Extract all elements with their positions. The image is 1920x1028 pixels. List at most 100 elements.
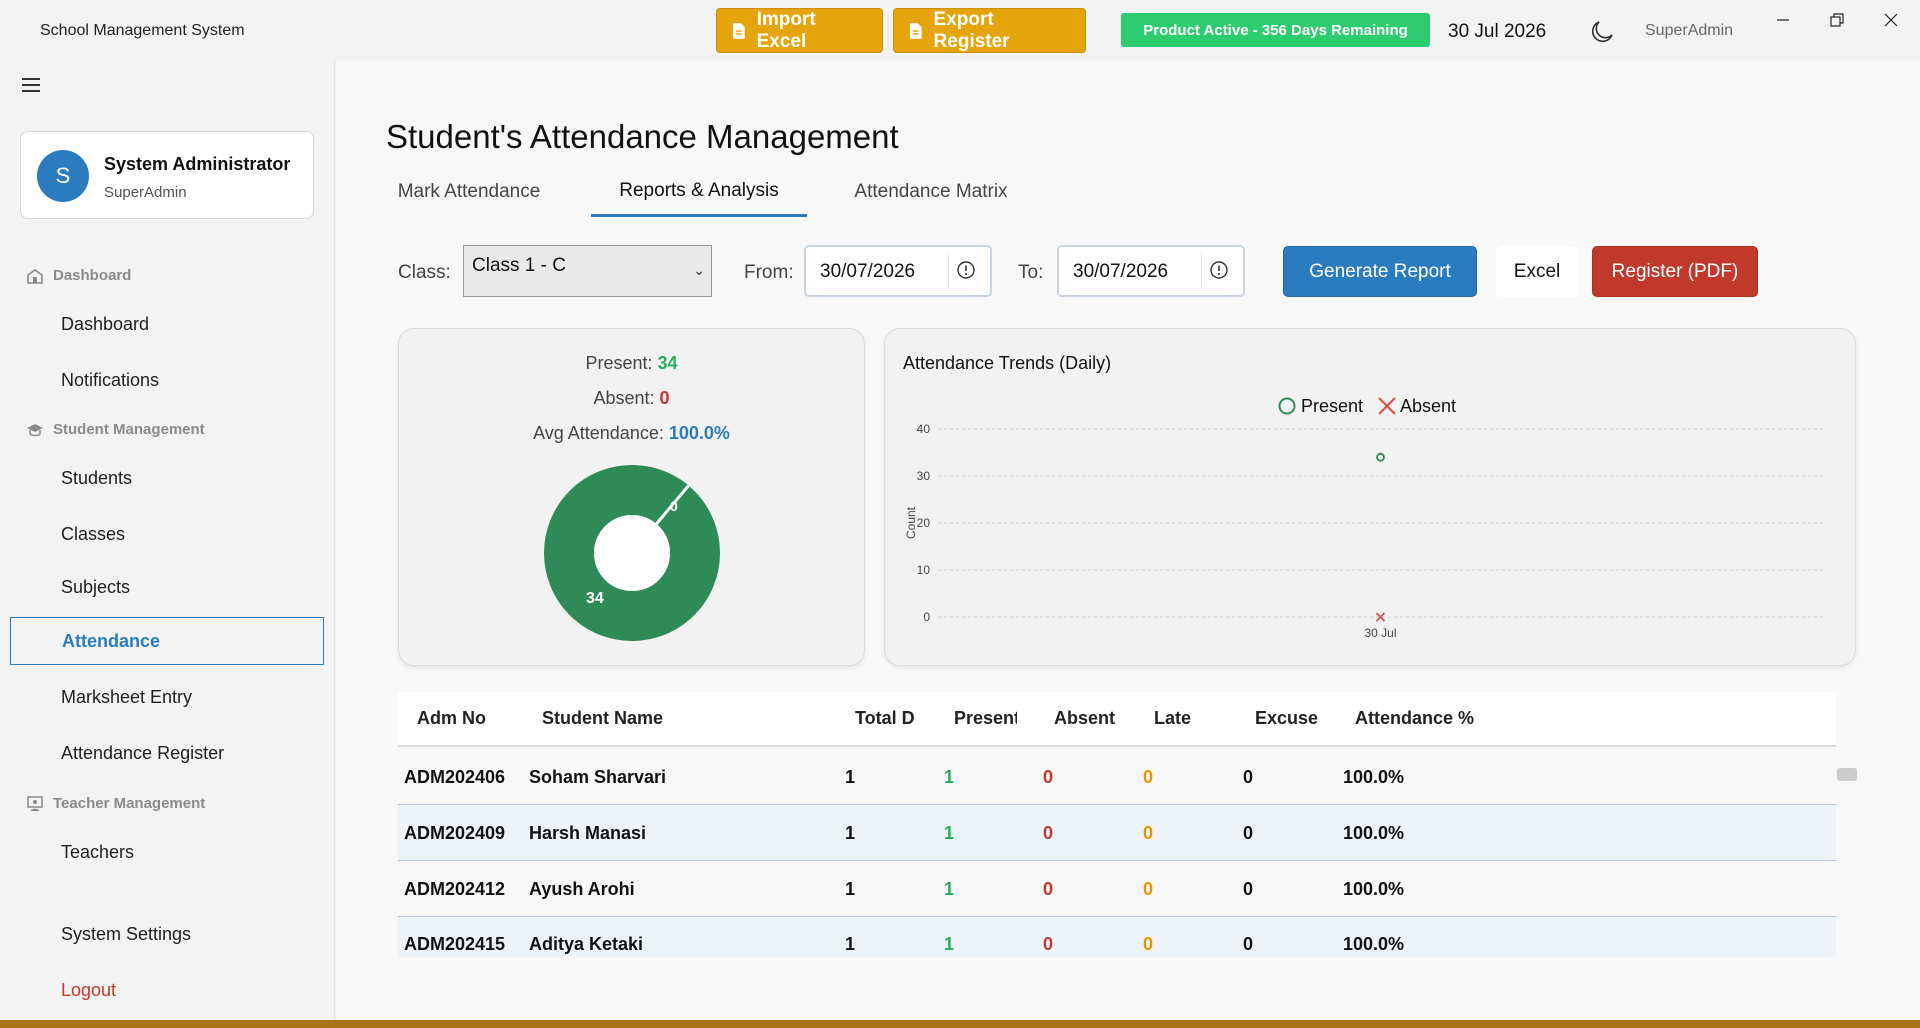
cell-excuse: 0 (1243, 878, 1254, 899)
present-stat: Present: 34 (585, 353, 678, 373)
sidebar-item-attendance[interactable]: Attendance (10, 617, 324, 665)
class-select[interactable]: Class 1 - C ⌄ (463, 245, 712, 297)
table-row[interactable]: ADM202409 Harsh Manasi 1 1 0 0 0 100.0% (398, 805, 1836, 861)
table-row[interactable]: ADM202406 Soham Sharvari 1 1 0 0 0 100.0… (398, 749, 1836, 805)
tab-attendance-matrix[interactable]: Attendance Matrix (854, 181, 1008, 202)
tab-reports-analysis[interactable]: Reports & Analysis (591, 167, 807, 217)
cell-attendance-pct: 100.0% (1343, 766, 1405, 787)
from-date-field[interactable]: 30/07/2026 (804, 245, 992, 297)
cell-student-name: Harsh Manasi (529, 822, 647, 843)
sidebar-item-marksheet-entry[interactable]: Marksheet Entry (61, 686, 193, 707)
cell-late: 0 (1143, 822, 1154, 843)
pie-separator (655, 484, 690, 525)
school-icon (27, 268, 43, 284)
sidebar-item-system-settings[interactable]: System Settings (61, 923, 192, 944)
graduation-cap-icon (27, 423, 43, 436)
avg-attendance: 100.0% (668, 423, 730, 443)
section-dashboard: Dashboard (26, 267, 131, 284)
document-icon (732, 22, 745, 39)
table-header: Adm No Student Name Total D Present Abse… (398, 692, 1836, 747)
restore-icon[interactable] (1822, 8, 1852, 32)
title-bar: School Management System Import Excel Ex… (0, 0, 1920, 60)
generate-report-button[interactable]: Generate Report (1283, 246, 1477, 297)
absent-stat: Absent: 0 (593, 388, 670, 408)
teacher-icon (27, 795, 43, 811)
section-student-management: Student Management (26, 421, 205, 438)
page-title: Student's Attendance Management (386, 118, 899, 155)
close-icon[interactable] (1876, 8, 1906, 32)
header-user: SuperAdmin (1645, 22, 1734, 39)
cell-attendance-pct: 100.0% (1343, 878, 1405, 899)
cell-total: 1 (845, 878, 856, 899)
cell-total: 1 (845, 933, 856, 954)
cell-excuse: 0 (1243, 766, 1254, 787)
import-excel-label: Import Excel (756, 8, 816, 52)
col-present: Present (954, 708, 1017, 728)
col-adm-no: Adm No (417, 708, 486, 728)
tab-mark-attendance[interactable]: Mark Attendance (397, 181, 541, 202)
moon-icon[interactable] (1590, 18, 1616, 44)
cell-late: 0 (1143, 878, 1154, 899)
data-point-present (1376, 452, 1385, 462)
table-scrollbar-thumb[interactable] (1837, 768, 1857, 781)
sidebar-item-teachers[interactable]: Teachers (61, 841, 135, 862)
sidebar-item-students[interactable]: Students (61, 467, 133, 488)
excel-button[interactable]: Excel (1496, 246, 1578, 297)
table-row[interactable]: ADM202415 Aditya Ketaki 1 1 0 0 0 100.0% (398, 917, 1836, 957)
sidebar-item-subjects[interactable]: Subjects (61, 576, 131, 597)
y-tick-label: 40 (917, 422, 931, 436)
header-date: 30 Jul 2026 (1448, 21, 1547, 42)
cell-present: 1 (944, 766, 955, 787)
cell-attendance-pct: 100.0% (1343, 933, 1405, 954)
export-register-button[interactable]: Export Register (893, 8, 1086, 53)
bottom-bar (0, 1020, 1920, 1028)
trends-card: Attendance Trends (Daily) Present Absent 0… (884, 328, 1856, 666)
y-tick-label: 0 (923, 610, 930, 624)
hamburger-menu-icon[interactable] (22, 78, 40, 92)
register-pdf-button[interactable]: Register (PDF) (1592, 246, 1758, 297)
cell-late: 0 (1143, 933, 1154, 954)
export-register-label: Export Register (933, 8, 1010, 52)
import-excel-button[interactable]: Import Excel (716, 8, 883, 53)
sidebar-item-notifications[interactable]: Notifications (61, 369, 160, 390)
x-tick-label: 30 Jul (1364, 626, 1396, 640)
document-icon (909, 22, 922, 39)
y-tick-label: 20 (917, 516, 931, 530)
table-row[interactable]: ADM202412 Ayush Arohi 1 1 0 0 0 100.0% (398, 861, 1836, 917)
sidebar: S System Administrator SuperAdmin Dashbo… (0, 60, 335, 1020)
sidebar-item-logout[interactable]: Logout (61, 979, 117, 1000)
to-date-field[interactable]: 30/07/2026 (1057, 245, 1245, 297)
class-select-value: Class 1 - C (472, 255, 566, 276)
legend-absent-label: Absent (1400, 396, 1456, 416)
pie-slice-present (544, 465, 720, 641)
to-date-value: 30/07/2026 (1073, 261, 1169, 282)
cell-late: 0 (1143, 766, 1154, 787)
col-excuse: Excuse (1255, 708, 1319, 728)
present-count: 34 (657, 353, 678, 373)
col-attendance-pct: Attendance % (1355, 708, 1475, 728)
sidebar-item-attendance-register[interactable]: Attendance Register (61, 742, 225, 763)
cell-total: 1 (845, 822, 856, 843)
col-late: Late (1154, 708, 1192, 728)
cell-adm-no: ADM202415 (404, 933, 506, 954)
product-status-badge: Product Active - 356 Days Remaining (1121, 13, 1430, 47)
app-title: School Management System (40, 22, 245, 39)
sidebar-item-dashboard[interactable]: Dashboard (61, 313, 150, 334)
pie-label-absent: 0 (670, 498, 678, 514)
cell-present: 1 (944, 878, 955, 899)
minimize-icon[interactable] (1768, 8, 1798, 32)
cell-present: 1 (944, 822, 955, 843)
profile-card: S System Administrator SuperAdmin (20, 131, 314, 219)
cell-student-name: Aditya Ketaki (529, 933, 644, 954)
avatar: S (37, 150, 89, 202)
legend-absent-marker (1378, 397, 1396, 415)
absent-count: 0 (659, 388, 670, 408)
cell-student-name: Soham Sharvari (529, 766, 667, 787)
y-tick-label: 30 (917, 469, 931, 483)
data-point-absent (1375, 612, 1386, 622)
avg-stat: Avg Attendance: 100.0% (533, 423, 730, 443)
sidebar-item-classes[interactable]: Classes (61, 523, 126, 544)
cell-present: 1 (944, 933, 955, 954)
col-student-name: Student Name (542, 708, 664, 728)
chart-legend: Present Absent (1278, 396, 1456, 416)
